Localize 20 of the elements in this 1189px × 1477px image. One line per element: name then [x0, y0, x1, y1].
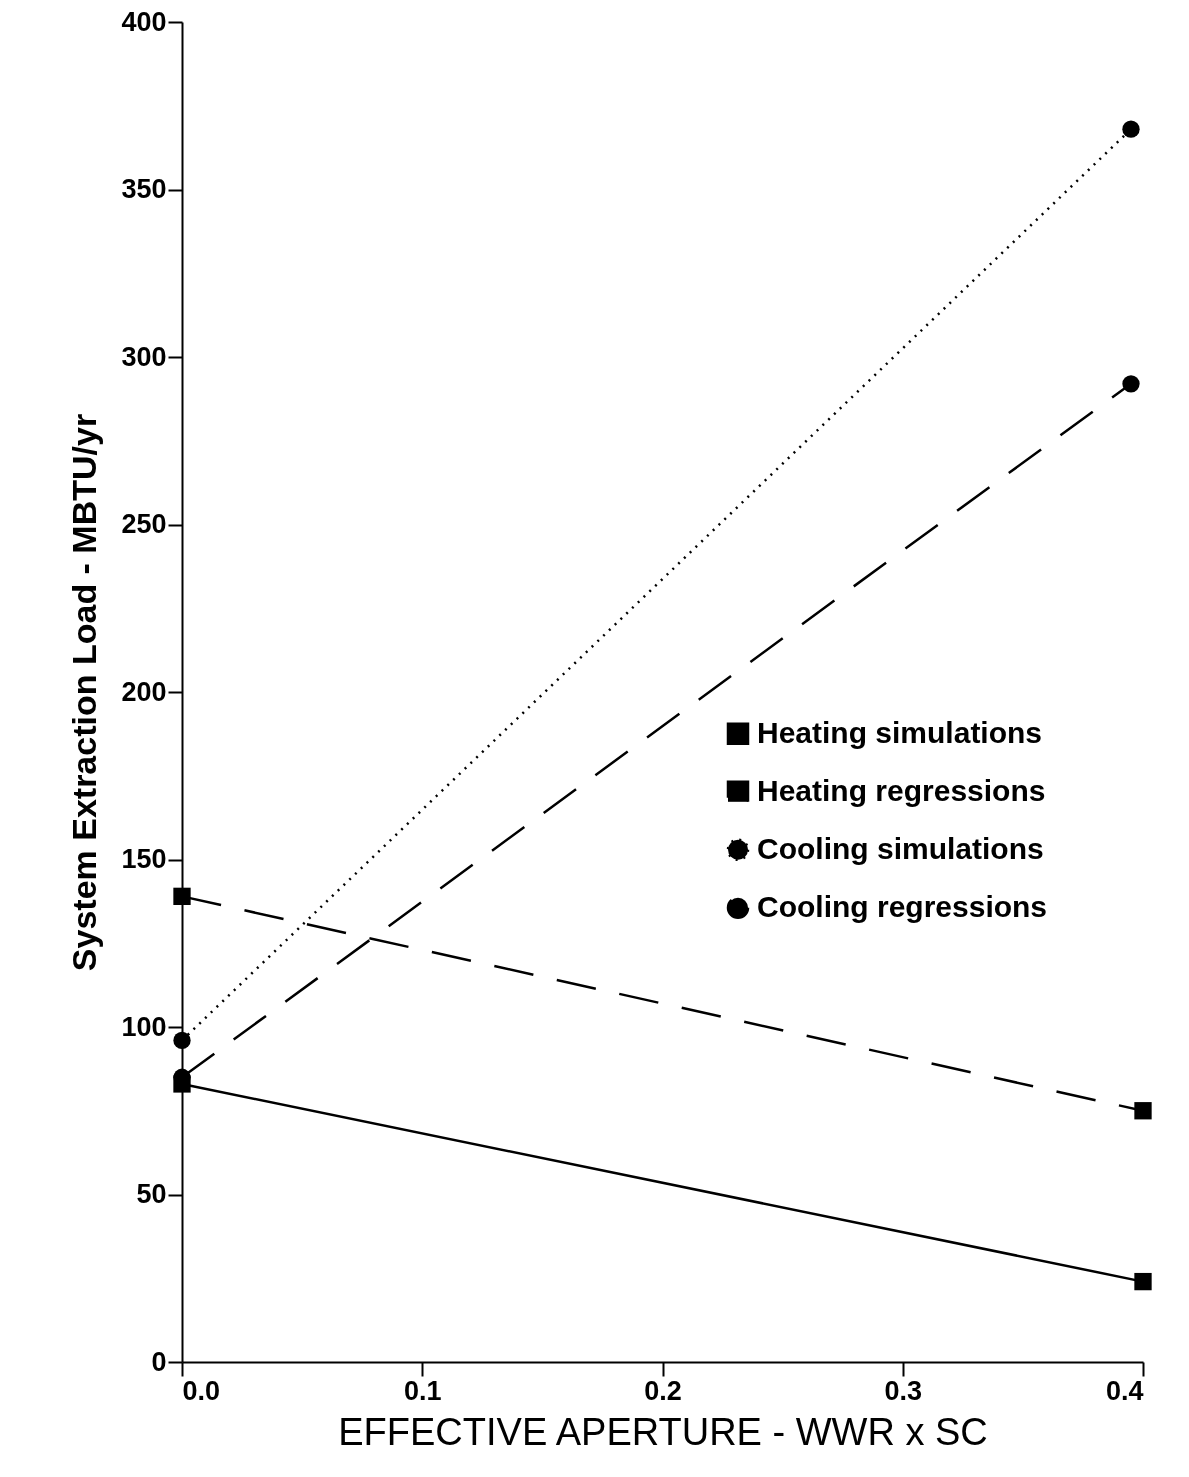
legend-label: Cooling regressions: [757, 889, 1048, 923]
legend-label: Cooling simulations: [757, 831, 1044, 865]
y-axis-title: System Extraction Load - MBTU/yr: [65, 413, 104, 972]
y-tick-label: 0: [151, 1346, 167, 1377]
y-tick-label: 150: [121, 844, 167, 874]
y-tick-label: 100: [121, 1011, 167, 1042]
x-axis-title: EFFECTIVE APERTURE - WWR x SC: [338, 1410, 988, 1453]
legend-label: Heating regressions: [757, 773, 1046, 807]
y-tick-label: 400: [121, 6, 167, 37]
y-tick-label: 300: [121, 341, 167, 372]
y-tick-label: 250: [121, 509, 167, 539]
x-tick-label: 0.1: [403, 1375, 442, 1406]
x-tick-label: 0.4: [1105, 1375, 1144, 1406]
legend-label: Heating simulations: [757, 715, 1043, 749]
y-tick-label: 200: [121, 676, 167, 707]
x-tick-label: 0.0: [182, 1375, 221, 1406]
x-tick-label: 0.3: [884, 1375, 923, 1406]
y-tick-label: 350: [121, 174, 167, 204]
y-tick-label: 50: [136, 1179, 167, 1209]
x-tick-label: 0.2: [644, 1375, 682, 1406]
